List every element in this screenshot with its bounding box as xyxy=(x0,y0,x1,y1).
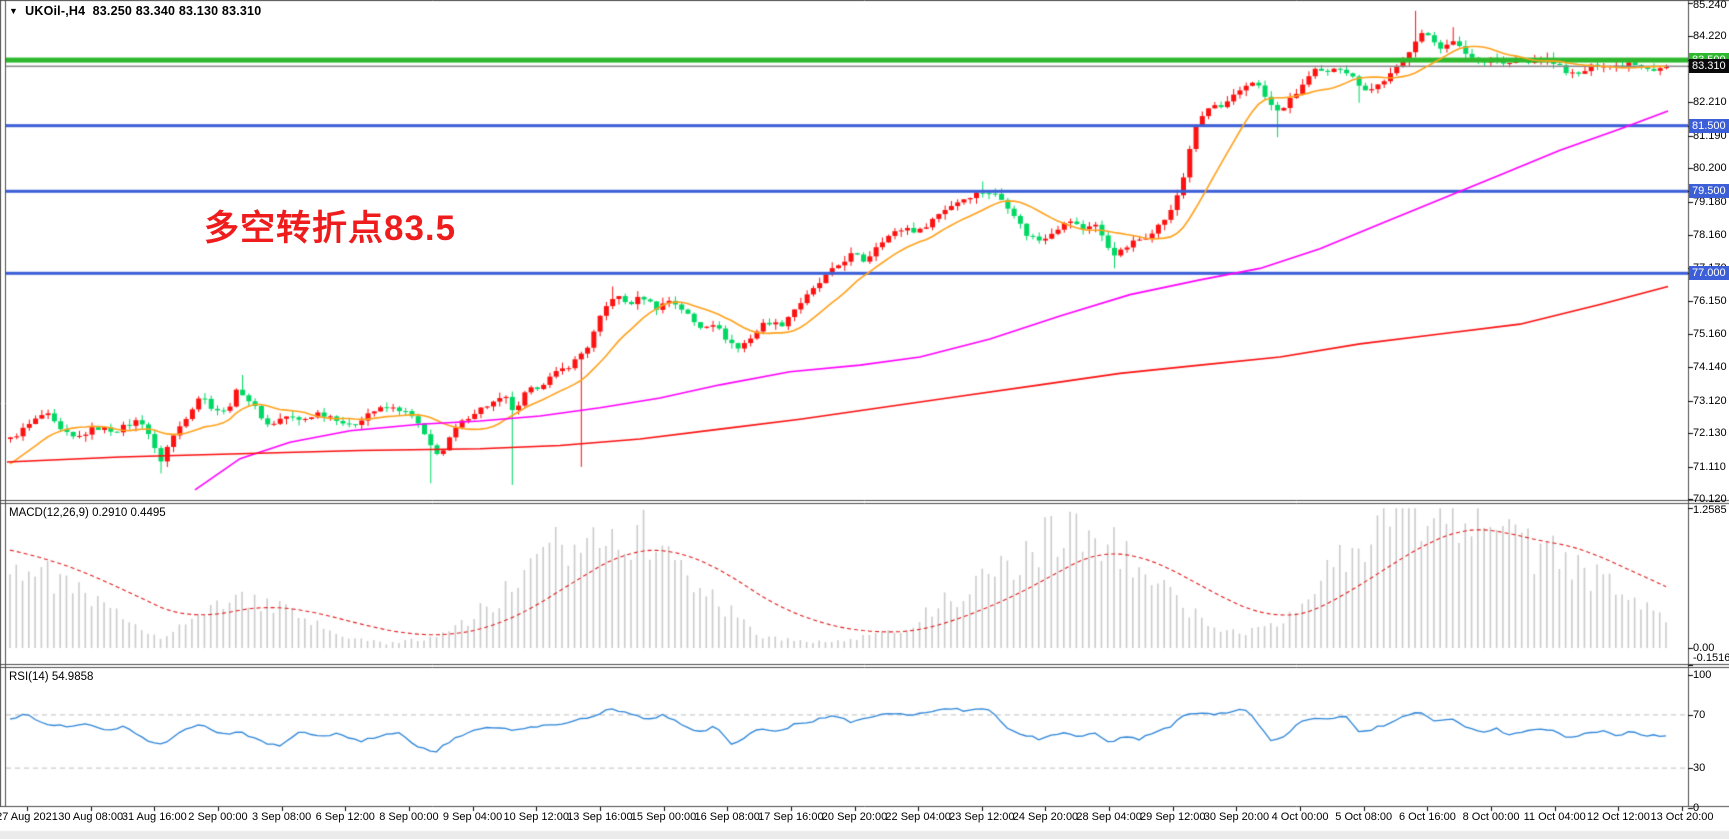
rsi-indicator-label: RSI(14) 54.9858 xyxy=(9,671,94,683)
price-axis-badge-blue: 79.500 xyxy=(1689,184,1729,199)
date-axis-label: 13 Sep 16:00 xyxy=(567,811,633,823)
price-annotation-text: 多空转折点83.5 xyxy=(204,209,457,248)
price-axis-label: 75.160 xyxy=(1693,327,1727,340)
chart-title-bar: ▼ UKOil-,H4 83.250 83.340 83.130 83.310 xyxy=(9,4,261,18)
price-axis-label: 72.130 xyxy=(1693,427,1727,440)
symbol-timeframe-label: UKOil-,H4 xyxy=(25,4,86,18)
rsi-scale-label: 100 xyxy=(1693,669,1712,681)
price-axis-label: 78.160 xyxy=(1693,229,1727,242)
price-axis-label: 71.110 xyxy=(1693,460,1726,473)
date-axis-label: 23 Sep 12:00 xyxy=(949,811,1015,823)
date-axis-label: 11 Oct 04:00 xyxy=(1523,811,1586,823)
price-axis-label: 73.120 xyxy=(1693,394,1727,407)
date-axis-label: 6 Sep 12:00 xyxy=(315,811,375,823)
date-axis-label: 8 Sep 00:00 xyxy=(379,811,439,823)
date-axis-label: 15 Sep 00:00 xyxy=(630,811,697,823)
date-axis-label: 9 Sep 04:00 xyxy=(442,811,503,823)
price-axis-label: 74.140 xyxy=(1693,361,1727,374)
date-axis-label: 30 Aug 08:00 xyxy=(58,811,124,823)
price-axis-label: 82.210 xyxy=(1693,96,1727,109)
date-axis-label: 6 Oct 16:00 xyxy=(1398,811,1456,823)
price-axis-label: 79.180 xyxy=(1693,195,1727,208)
ohlc-readout: 83.250 83.340 83.130 83.310 xyxy=(92,4,262,18)
macd-scale-label: 0.00 xyxy=(1693,642,1715,654)
date-axis-label: 5 Oct 08:00 xyxy=(1335,811,1393,823)
macd-scale-label: 1.2585 xyxy=(1693,504,1727,516)
date-axis-label: 8 Oct 00:00 xyxy=(1462,811,1520,823)
date-axis-label: 29 Sep 12:00 xyxy=(1140,811,1206,823)
price-axis-badge-blue: 77.000 xyxy=(1689,266,1729,281)
price-axis-label: 85.240 xyxy=(1693,0,1727,11)
price-axis-label: 70.120 xyxy=(1693,493,1727,505)
date-axis-label: 17 Sep 16:00 xyxy=(758,811,824,823)
rsi-scale-label: 30 xyxy=(1693,762,1706,775)
price-axis-label: 80.200 xyxy=(1693,162,1727,175)
date-axis-label: 22 Sep 04:00 xyxy=(885,811,951,823)
price-axis-badge-blue: 81.500 xyxy=(1689,118,1729,133)
price-axis-label: 81.190 xyxy=(1693,129,1727,142)
macd-scale-label: -0.1516 xyxy=(1693,652,1729,664)
date-axis-label: 24 Sep 20:00 xyxy=(1012,811,1079,823)
date-axis-label: 13 Oct 20:00 xyxy=(1650,811,1714,823)
macd-indicator-label: MACD(12,26,9) 0.2910 0.4495 xyxy=(9,507,166,519)
date-axis-label: 20 Sep 20:00 xyxy=(821,811,888,823)
rsi-scale-label: 0 xyxy=(1693,802,1700,814)
date-axis-label: 30 Sep 20:00 xyxy=(1203,811,1270,823)
price-axis-label: 84.220 xyxy=(1693,30,1727,43)
collapse-chart-icon[interactable]: ▼ xyxy=(9,6,19,16)
price-axis-label: 76.150 xyxy=(1693,295,1727,308)
date-axis-label: 10 Sep 12:00 xyxy=(503,811,569,823)
price-axis-badge-black: 83.310 xyxy=(1689,59,1729,74)
date-axis-label: 28 Sep 04:00 xyxy=(1076,811,1142,823)
date-axis-label: 2 Sep 00:00 xyxy=(188,811,248,823)
date-axis-label: 31 Aug 16:00 xyxy=(121,811,187,823)
date-axis-label: 12 Oct 12:00 xyxy=(1586,811,1650,823)
rsi-scale-label: 70 xyxy=(1693,708,1706,721)
date-axis-label: 3 Sep 08:00 xyxy=(251,811,312,823)
date-axis-label: 16 Sep 08:00 xyxy=(694,811,760,823)
date-axis-label: 27 Aug 2021 xyxy=(0,811,58,823)
date-axis-label: 4 Oct 00:00 xyxy=(1271,811,1329,823)
